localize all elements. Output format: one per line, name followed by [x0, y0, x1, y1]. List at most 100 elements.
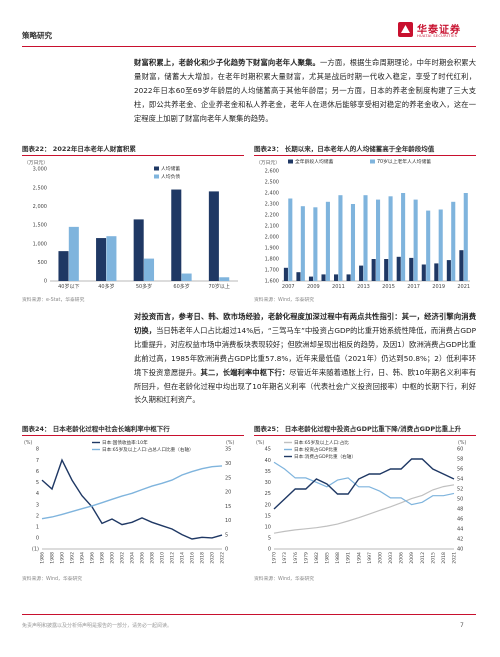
y-left-tick-label: 15 [265, 513, 271, 519]
brand-name-en: HUATAI SECURITIES [417, 34, 458, 38]
x-tick-label: 2013 [357, 284, 370, 290]
paragraph-investment-body2: 尽管近年来随着通胀上行，日、韩、欧10年期名义利率有所回升，但在老龄化过程中均出… [134, 367, 477, 405]
bar-1-8 [388, 196, 393, 281]
x-tick-label: 2015 [430, 552, 436, 564]
series-line-2 [273, 458, 455, 510]
brand-name-cn: 华泰证券 [417, 25, 461, 36]
header-divider [22, 46, 476, 47]
x-tick-label: 1996 [90, 552, 96, 564]
fig22-divider [22, 155, 244, 156]
fig23-divider [254, 155, 476, 156]
paragraph-investment-lead: 对投资而言，参考日、韩、欧市场经验，老龄化程度加深过程中有两点共性指引：其一，经… [134, 312, 476, 335]
y-tick-label: 2,000 [33, 204, 47, 210]
legend-swatch [288, 159, 293, 164]
bar-0-12 [434, 263, 439, 281]
y-tick-label: 3,000 [33, 167, 47, 173]
bar-1-1 [300, 206, 305, 281]
x-tick-label: 1976 [293, 552, 299, 564]
legend-label: 日本:65岁及以上人口:占比 [294, 439, 349, 446]
x-tick-label: 2017 [407, 284, 420, 290]
y-tick-label: 0 [44, 279, 47, 285]
section-label: 策略研究 [22, 31, 52, 40]
paragraph-investment: 对投资而言，参考日、韩、欧市场经验，老龄化程度加深过程中有两点共性指引：其一，经… [134, 310, 476, 407]
bar-1-2 [144, 258, 155, 281]
x-tick-label: 60多岁 [173, 283, 189, 290]
y-tick-label: 1,700 [265, 268, 279, 274]
brand-logo-icon [398, 22, 413, 37]
y-right-tick-label: 25 [225, 475, 231, 481]
bar-0-3 [321, 274, 326, 281]
bar-0-13 [446, 260, 451, 281]
y-tick-label: 1,800 [265, 257, 279, 263]
y-left-tick-label: 4 [36, 491, 39, 497]
bar-0-10 [409, 257, 414, 281]
y-left-tick-label: 5 [36, 480, 39, 486]
bar-1-2 [313, 207, 318, 281]
x-tick-label: 1970 [272, 552, 278, 564]
legend-swatch [154, 174, 159, 179]
y-tick-label: 1,900 [265, 246, 279, 252]
x-tick-label: 2021 [452, 552, 458, 564]
y-tick-label: 1,500 [33, 223, 47, 229]
x-tick-label: 1982 [314, 552, 320, 564]
footer-disclaimer: 免责声明和披露以及分析师声明是报告的一部分，请务必一起阅读。 [22, 623, 173, 629]
legend-label: 人均储蓄 [161, 165, 180, 172]
fig23-chart: （万日元） 2,600 2,500 2,400 2,300 2,200 2,100 2,000… [256, 158, 470, 290]
y-right-tick-label: 35 [225, 447, 231, 453]
paragraph-investment-lead2: 其二，长端利率中枢下行： [200, 367, 290, 377]
legend-label: 人均负债 [161, 173, 180, 180]
y-tick-label: 2,600 [265, 169, 279, 175]
fig24-source: 资料来源：Wind，华泰研究 [22, 577, 83, 582]
unit-left-label: (%) [256, 440, 264, 446]
bar-1-3 [325, 201, 330, 281]
fig22-source: 资料来源：e-Stat，华泰研究 [22, 298, 85, 303]
y-right-tick-label: 58 [457, 457, 463, 463]
x-tick-label: 40多岁 [98, 283, 114, 290]
series-line-1 [273, 461, 455, 506]
x-tick-label: 2015 [382, 284, 395, 290]
x-tick-label: 2006 [399, 552, 405, 564]
y-left-tick-label: 45 [265, 447, 271, 453]
x-tick-label: 70岁以上 [209, 283, 230, 290]
bar-1-0 [68, 226, 79, 281]
x-tick-label: 2003 [388, 552, 394, 564]
unit-right-label: (%) [226, 440, 234, 446]
legend-label: 全年龄段人均储蓄 [295, 158, 334, 165]
unit-left-label: (%) [24, 440, 32, 446]
y-right-tick-label: 60 [457, 447, 463, 453]
bar-1-4 [219, 277, 230, 281]
series-line-0 [273, 484, 455, 534]
y-tick-label: 2,300 [265, 202, 279, 208]
bar-1-0 [288, 198, 293, 281]
y-left-tick-label: 3 [36, 502, 39, 508]
fig25-title: 图表25： 日本老龄化过程中投资占GDP比重下降/消费占GDP比重上升 [254, 425, 462, 433]
y-right-tick-label: 20 [225, 490, 231, 496]
x-tick-label: 2007 [282, 284, 295, 290]
bar-1-4 [338, 195, 343, 281]
x-tick-label: 2002 [120, 552, 126, 564]
bar-0-6 [359, 265, 364, 281]
bar-1-14 [463, 193, 468, 281]
x-tick-label: 2014 [180, 552, 186, 564]
legend-label: 日本:65岁及以上人口:占总人口比重（右轴） [102, 446, 194, 453]
y-right-tick-label: 52 [457, 487, 463, 493]
x-tick-label: 1988 [335, 552, 341, 564]
x-tick-label: 2006 [140, 552, 146, 564]
y-right-tick-label: 40 [457, 547, 463, 553]
y-left-tick-label: 5 [268, 536, 271, 542]
x-tick-label: 2016 [190, 552, 196, 564]
x-tick-label: 40岁以下 [58, 283, 79, 290]
legend-label: 日本:国债收益率:10年 [102, 439, 148, 446]
bar-0-9 [396, 256, 401, 281]
bar-1-11 [426, 210, 431, 281]
x-tick-label: 2011 [332, 284, 345, 290]
x-tick-label: 1973 [282, 552, 288, 564]
footer-divider [22, 614, 476, 615]
x-tick-label: 1994 [80, 552, 86, 564]
y-left-tick-label: 7 [36, 458, 39, 464]
y-right-tick-label: 42 [457, 537, 463, 543]
x-tick-label: 2000 [110, 552, 116, 564]
series-line-0 [41, 458, 223, 540]
x-tick-label: 1979 [303, 552, 309, 564]
fig25-source: 资料来源：Wind，华泰研究 [254, 577, 315, 582]
